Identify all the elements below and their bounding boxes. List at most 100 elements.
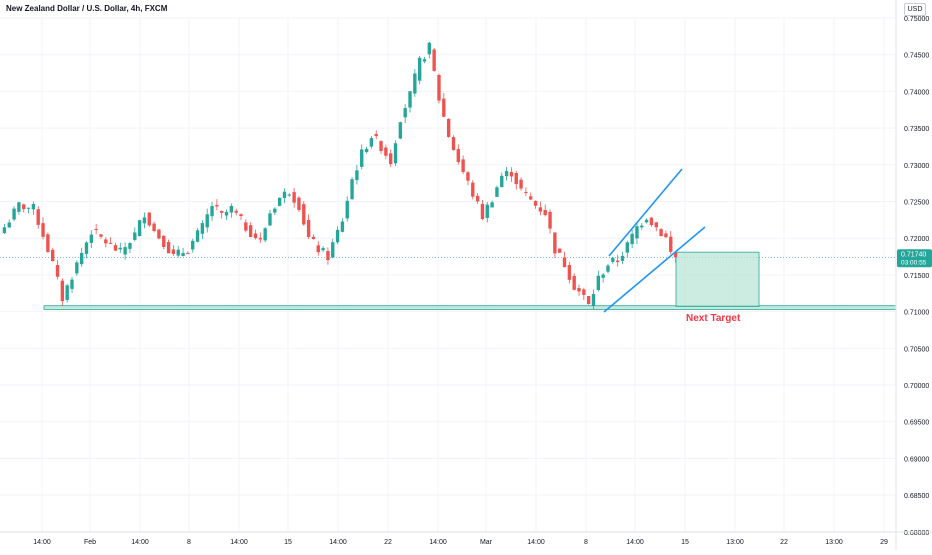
candle [572, 273, 576, 291]
candle-body [485, 204, 489, 218]
candle-body [601, 274, 605, 278]
candle [205, 208, 209, 233]
candle-body [195, 230, 200, 242]
candle-body [408, 91, 412, 108]
x-tick-label: 14:00 [626, 539, 644, 546]
candle [55, 259, 60, 280]
candle-body [630, 233, 634, 245]
candle-body [215, 204, 219, 207]
candle [70, 277, 74, 293]
next-target-label: Next Target [686, 313, 741, 324]
candle-body [461, 159, 465, 172]
candle [350, 176, 354, 200]
candle [558, 248, 562, 253]
candle-body [635, 226, 639, 239]
x-tick-label: 14:00 [230, 539, 248, 546]
candle [7, 219, 11, 228]
candle-body [538, 207, 543, 212]
candle-body [263, 228, 267, 241]
candle-body [644, 219, 649, 223]
candle [263, 227, 267, 243]
x-tick-label: 14:00 [527, 539, 545, 546]
candle-body [258, 237, 263, 240]
candle [601, 272, 605, 283]
y-tick-label: 0.73000 [904, 163, 929, 170]
x-axis: 14:00 Feb 14:00 8 14:00 15 14:00 22 14:00 Mar 14:0… [0, 531, 932, 546]
candle-body [558, 248, 562, 253]
candle-body [389, 153, 393, 165]
candle-body [65, 285, 69, 300]
candle-body [659, 229, 663, 237]
candle [490, 200, 494, 208]
candle-body [553, 232, 557, 254]
candle [118, 242, 122, 253]
candle-body [224, 211, 229, 216]
candle-body [649, 217, 654, 226]
candle-body [248, 225, 253, 237]
candle [577, 284, 581, 296]
candle [94, 223, 98, 235]
candle-body [70, 279, 74, 289]
candle-body [287, 194, 291, 196]
y-tick-label: 0.74500 [904, 53, 929, 60]
candle [442, 93, 446, 118]
x-tick-label: 14:00 [329, 539, 347, 546]
candle-body [596, 275, 601, 291]
candle [287, 193, 291, 197]
candle [99, 234, 103, 239]
y-axis: 0.75000 0.74500 0.74000 0.73500 0.73000 0.725… [895, 0, 929, 550]
candle [142, 212, 147, 229]
candle [413, 69, 417, 97]
price-tag-value: 0.71740 [901, 251, 926, 258]
y-tick-label: 0.73500 [904, 126, 929, 133]
candle-body [331, 242, 335, 258]
candle-body [504, 171, 509, 177]
candle [649, 216, 654, 227]
candle-body [620, 255, 625, 261]
candle [277, 197, 282, 207]
candle [2, 223, 7, 234]
candle-body [7, 222, 11, 228]
candle-body [171, 249, 176, 254]
candle-body [673, 252, 678, 258]
candle [533, 200, 538, 209]
candle-body [442, 98, 446, 117]
candle [519, 177, 523, 191]
candle-body [350, 179, 354, 200]
candle [495, 185, 499, 198]
candle-body [277, 197, 282, 206]
candle-body [398, 122, 403, 139]
x-tick-label: 14:00 [33, 539, 51, 546]
candle [268, 210, 272, 226]
candle-body [495, 187, 499, 197]
candle-body [524, 191, 528, 193]
candle [456, 144, 460, 165]
candle [335, 226, 340, 245]
y-tick-label: 0.70000 [904, 383, 929, 390]
candle [41, 217, 45, 240]
candle-body [282, 191, 287, 199]
candle [611, 257, 615, 264]
candle [471, 180, 475, 200]
candle-body [529, 196, 533, 200]
candle-body [335, 229, 340, 243]
candle [553, 232, 557, 258]
candle [509, 167, 514, 182]
candle [384, 144, 388, 160]
candle [331, 238, 335, 259]
y-tick-label: 0.69500 [904, 420, 929, 427]
candle-body [640, 225, 644, 228]
candle [374, 130, 378, 140]
candle-body [611, 257, 615, 262]
candle [635, 221, 639, 245]
candle [220, 210, 224, 219]
candle [60, 278, 65, 306]
currency-button[interactable]: USD [904, 3, 926, 16]
candle [408, 91, 412, 113]
candle [500, 172, 504, 188]
candle [311, 234, 316, 240]
candle [485, 201, 489, 223]
candle-body [586, 296, 591, 305]
